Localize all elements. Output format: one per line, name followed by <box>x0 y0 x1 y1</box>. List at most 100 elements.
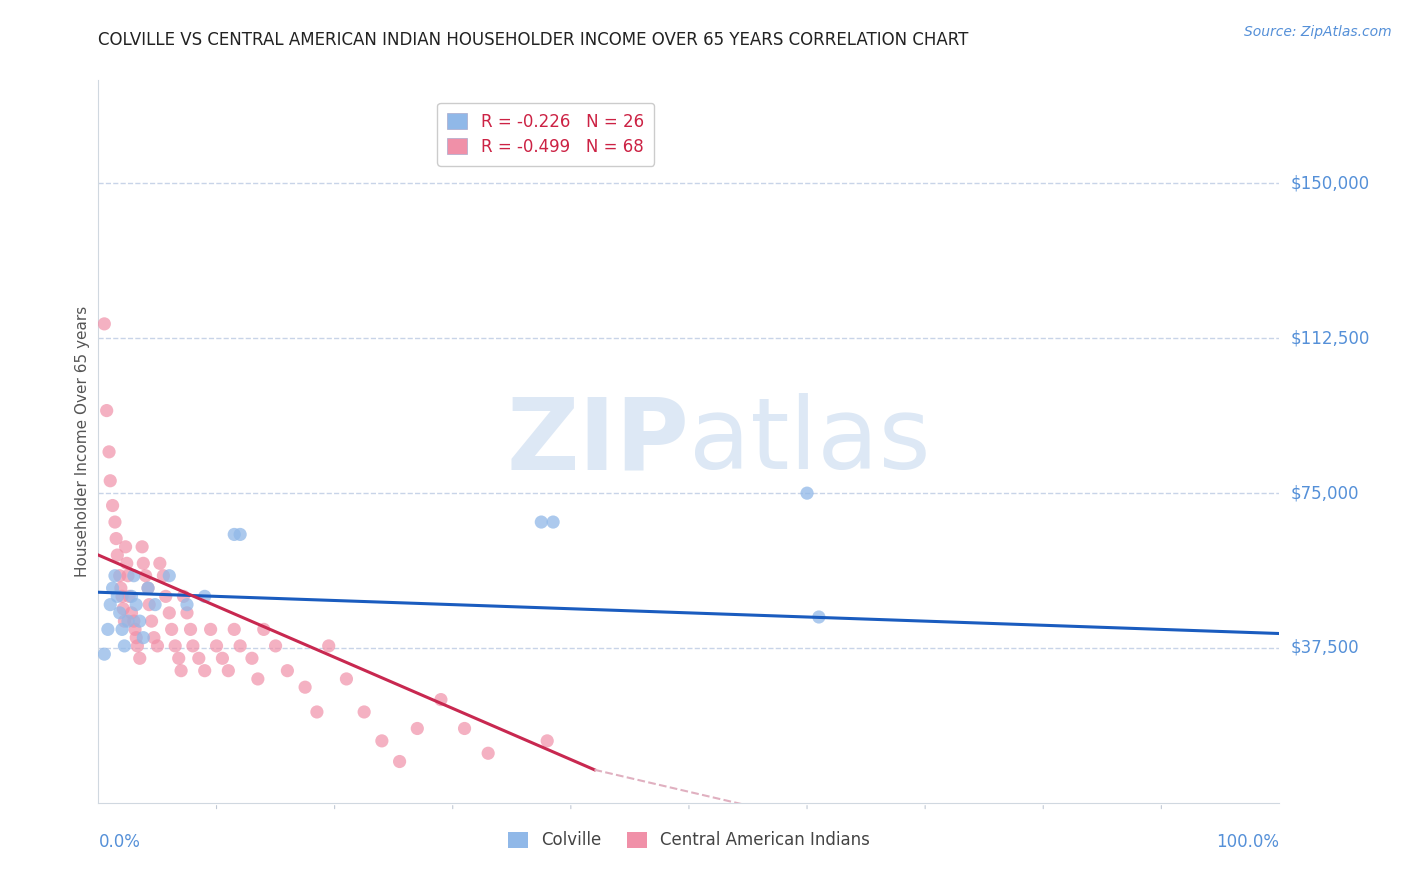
Point <box>136 581 159 595</box>
Legend: Colville, Central American Indians: Colville, Central American Indians <box>502 824 876 856</box>
Point <box>157 568 180 582</box>
Point <box>101 581 124 595</box>
Text: Source: ZipAtlas.com: Source: ZipAtlas.com <box>1244 25 1392 39</box>
Point <box>117 614 139 628</box>
Point <box>353 705 375 719</box>
Point <box>430 692 453 706</box>
Text: COLVILLE VS CENTRAL AMERICAN INDIAN HOUSEHOLDER INCOME OVER 65 YEARS CORRELATION: COLVILLE VS CENTRAL AMERICAN INDIAN HOUS… <box>98 31 969 49</box>
Point <box>125 598 148 612</box>
Point <box>108 606 131 620</box>
Point <box>229 639 252 653</box>
Point <box>127 639 149 653</box>
Point <box>176 606 198 620</box>
Point <box>110 581 132 595</box>
Point <box>160 623 183 637</box>
Point <box>155 590 177 604</box>
Point <box>536 734 558 748</box>
Point <box>318 639 340 653</box>
Point <box>224 623 246 637</box>
Point <box>276 664 298 678</box>
Point <box>118 590 141 604</box>
Point <box>132 557 155 571</box>
Point <box>131 540 153 554</box>
Point <box>112 601 135 615</box>
Point <box>128 651 150 665</box>
Point <box>104 515 127 529</box>
Point <box>172 590 194 604</box>
Point <box>194 664 217 678</box>
Point <box>98 598 121 612</box>
Point <box>112 639 135 653</box>
Point <box>371 734 394 748</box>
Point <box>108 568 131 582</box>
Point <box>294 680 316 694</box>
Point <box>105 532 128 546</box>
Point <box>217 664 239 678</box>
Point <box>796 486 818 500</box>
Point <box>388 755 411 769</box>
Point <box>194 590 217 604</box>
Point <box>112 614 135 628</box>
Point <box>181 639 204 653</box>
Point <box>114 540 136 554</box>
Point <box>96 403 118 417</box>
Point <box>170 664 193 678</box>
Point <box>146 639 169 653</box>
Point <box>335 672 357 686</box>
Point <box>165 639 187 653</box>
Point <box>93 317 115 331</box>
Point <box>807 610 830 624</box>
Point <box>224 527 246 541</box>
Point <box>143 598 166 612</box>
Point <box>111 590 134 604</box>
Point <box>97 623 120 637</box>
Text: $75,000: $75,000 <box>1291 484 1360 502</box>
Point <box>167 651 190 665</box>
Point <box>111 623 134 637</box>
Point <box>122 568 145 582</box>
Point <box>117 568 139 582</box>
Point <box>122 614 145 628</box>
Point <box>105 548 128 562</box>
Point <box>132 631 155 645</box>
Point <box>477 746 499 760</box>
Point <box>98 474 121 488</box>
Point <box>157 606 180 620</box>
Point <box>264 639 287 653</box>
Point <box>98 445 121 459</box>
Point <box>128 614 150 628</box>
Point <box>406 722 429 736</box>
Text: atlas: atlas <box>689 393 931 490</box>
Point <box>229 527 252 541</box>
Text: $112,500: $112,500 <box>1291 329 1369 347</box>
Point <box>135 568 157 582</box>
Text: $37,500: $37,500 <box>1291 639 1360 657</box>
Point <box>101 499 124 513</box>
Text: 100.0%: 100.0% <box>1216 833 1279 851</box>
Point <box>200 623 222 637</box>
Point <box>142 631 165 645</box>
Y-axis label: Householder Income Over 65 years: Householder Income Over 65 years <box>75 306 90 577</box>
Point <box>115 557 138 571</box>
Point <box>305 705 328 719</box>
Point <box>152 568 174 582</box>
Point <box>453 722 475 736</box>
Point <box>138 598 160 612</box>
Point <box>180 623 202 637</box>
Point <box>176 598 198 612</box>
Point <box>211 651 233 665</box>
Point <box>136 581 159 595</box>
Point <box>141 614 163 628</box>
Point <box>187 651 209 665</box>
Point <box>240 651 263 665</box>
Text: 0.0%: 0.0% <box>98 833 141 851</box>
Point <box>104 568 127 582</box>
Point <box>530 515 553 529</box>
Point <box>125 631 148 645</box>
Point <box>253 623 276 637</box>
Point <box>121 590 143 604</box>
Point <box>205 639 228 653</box>
Text: $150,000: $150,000 <box>1291 175 1369 193</box>
Point <box>149 557 172 571</box>
Point <box>121 606 143 620</box>
